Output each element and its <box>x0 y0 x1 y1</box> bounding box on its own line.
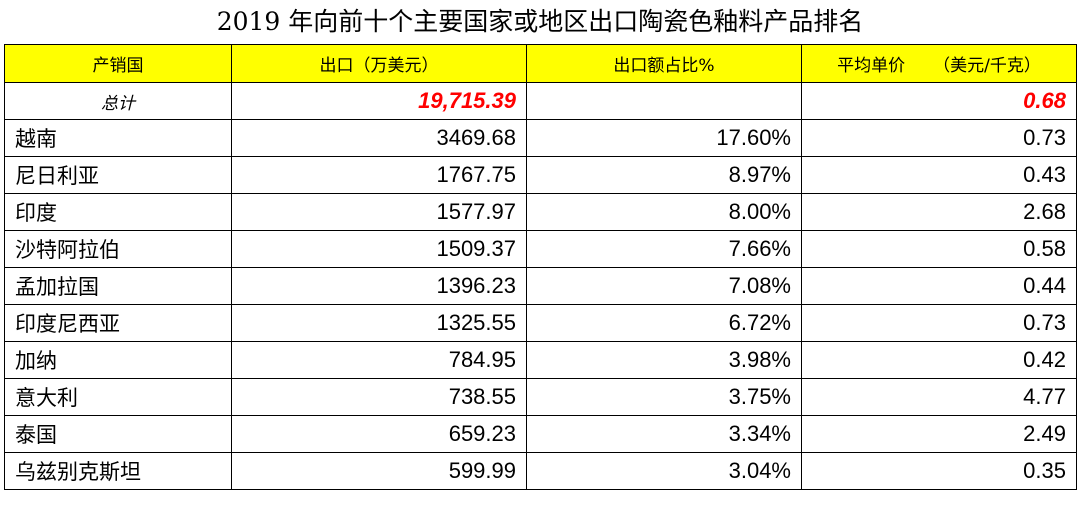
row-export-value: 1767.75 <box>231 156 527 194</box>
total-label: 总计 <box>4 82 232 120</box>
total-export-value: 19,715.39 <box>231 82 527 120</box>
row-country: 沙特阿拉伯 <box>4 230 232 268</box>
table-body: 总计 19,715.39 0.68 越南 3469.68 17.60% 0.73… <box>4 82 1077 490</box>
row-export-value: 659.23 <box>231 415 527 453</box>
row-share: 8.97% <box>526 156 802 194</box>
row-share: 17.60% <box>526 119 802 157</box>
header-row: 产销国 出口（万美元） 出口额占比% 平均单价 （美元/千克） <box>4 44 1077 83</box>
table-row: 印度 1577.97 8.00% 2.68 <box>4 193 1077 231</box>
row-export-value: 1396.23 <box>231 267 527 305</box>
header-avg-price-label: 平均单价 <box>837 56 906 76</box>
row-avg-price: 0.42 <box>801 341 1077 379</box>
row-country: 孟加拉国 <box>4 267 232 305</box>
row-avg-price: 0.73 <box>801 119 1077 157</box>
row-share: 8.00% <box>526 193 802 231</box>
row-avg-price: 0.58 <box>801 230 1077 268</box>
row-avg-price: 0.73 <box>801 304 1077 342</box>
row-country: 加纳 <box>4 341 232 379</box>
row-country: 越南 <box>4 119 232 157</box>
row-export-value: 784.95 <box>231 341 527 379</box>
row-export-value: 1509.37 <box>231 230 527 268</box>
table-header: 产销国 出口（万美元） 出口额占比% 平均单价 （美元/千克） <box>4 44 1077 83</box>
row-avg-price: 2.68 <box>801 193 1077 231</box>
row-avg-price: 0.44 <box>801 267 1077 305</box>
row-share: 3.98% <box>526 341 802 379</box>
row-country: 意大利 <box>4 378 232 416</box>
row-avg-price: 0.35 <box>801 452 1077 490</box>
total-avg-price: 0.68 <box>801 82 1077 120</box>
row-share: 3.34% <box>526 415 802 453</box>
row-avg-price: 2.49 <box>801 415 1077 453</box>
row-avg-price: 4.77 <box>801 378 1077 416</box>
header-export-value: 出口（万美元） <box>231 44 527 83</box>
row-export-value: 3469.68 <box>231 119 527 157</box>
row-share: 7.08% <box>526 267 802 305</box>
header-share: 出口额占比% <box>526 44 802 83</box>
row-export-value: 599.99 <box>231 452 527 490</box>
table-row: 沙特阿拉伯 1509.37 7.66% 0.58 <box>4 230 1077 268</box>
table-row: 乌兹别克斯坦 599.99 3.04% 0.35 <box>4 452 1077 490</box>
export-ranking-table: 产销国 出口（万美元） 出口额占比% 平均单价 （美元/千克） 总计 19,715… <box>4 44 1077 490</box>
row-export-value: 1325.55 <box>231 304 527 342</box>
row-share: 3.75% <box>526 378 802 416</box>
total-share <box>526 82 802 120</box>
row-country: 乌兹别克斯坦 <box>4 452 232 490</box>
row-share: 6.72% <box>526 304 802 342</box>
row-share: 3.04% <box>526 452 802 490</box>
page-title: 2019 年向前十个主要国家或地区出口陶瓷色釉料产品排名 <box>216 7 864 36</box>
header-avg-price-unit: （美元/千克） <box>933 56 1041 76</box>
header-avg-price: 平均单价 （美元/千克） <box>801 44 1077 83</box>
header-country: 产销国 <box>4 44 232 83</box>
row-country: 尼日利亚 <box>4 156 232 194</box>
table-row: 意大利 738.55 3.75% 4.77 <box>4 378 1077 416</box>
table-row: 尼日利亚 1767.75 8.97% 0.43 <box>4 156 1077 194</box>
table-row: 越南 3469.68 17.60% 0.73 <box>4 119 1077 157</box>
table-row: 印度尼西亚 1325.55 6.72% 0.73 <box>4 304 1077 342</box>
row-share: 7.66% <box>526 230 802 268</box>
row-export-value: 1577.97 <box>231 193 527 231</box>
row-country: 印度 <box>4 193 232 231</box>
row-export-value: 738.55 <box>231 378 527 416</box>
row-country: 泰国 <box>4 415 232 453</box>
table-row: 孟加拉国 1396.23 7.08% 0.44 <box>4 267 1077 305</box>
row-avg-price: 0.43 <box>801 156 1077 194</box>
table-row: 加纳 784.95 3.98% 0.42 <box>4 341 1077 379</box>
total-row: 总计 19,715.39 0.68 <box>4 82 1077 120</box>
table-row: 泰国 659.23 3.34% 2.49 <box>4 415 1077 453</box>
row-country: 印度尼西亚 <box>4 304 232 342</box>
